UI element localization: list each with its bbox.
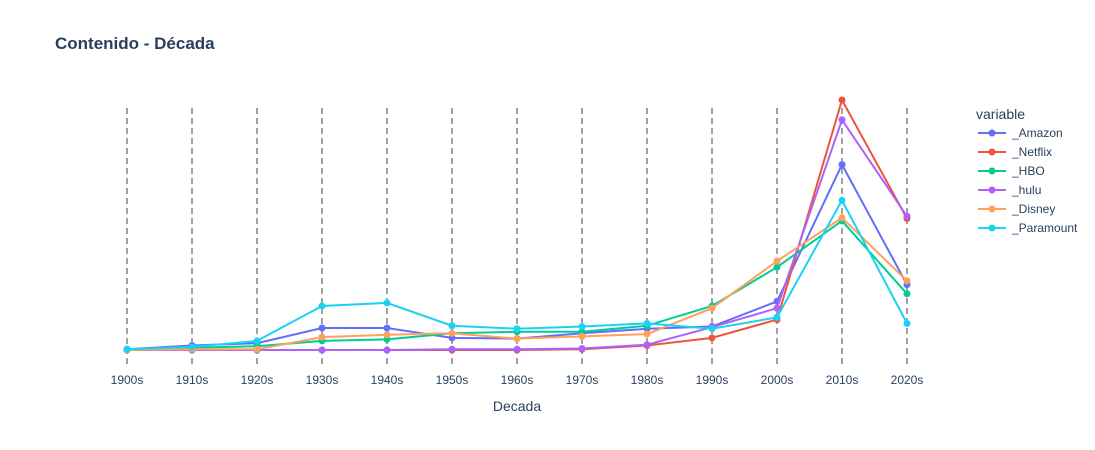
data-point[interactable] xyxy=(773,313,781,321)
legend-swatch-marker xyxy=(988,167,996,175)
data-point[interactable] xyxy=(708,304,716,312)
data-point[interactable] xyxy=(383,331,391,339)
chart-title: Contenido - Década xyxy=(55,34,215,53)
series-disney xyxy=(123,214,911,354)
series-paramount xyxy=(123,196,911,353)
data-point[interactable] xyxy=(383,346,391,354)
legend-item[interactable]: _Paramount xyxy=(978,221,1078,235)
data-point[interactable] xyxy=(578,322,586,330)
legend-item[interactable]: _Netflix xyxy=(978,145,1052,159)
data-point[interactable] xyxy=(448,322,456,330)
series-group xyxy=(123,96,911,354)
legend-label: _hulu xyxy=(1011,183,1041,197)
x-tick-labels: 1900s 1910s 1920s 1930s 1940s 1950s 1960s 1970s… xyxy=(111,373,924,387)
series-hbo xyxy=(123,217,911,353)
data-point[interactable] xyxy=(513,335,521,343)
data-point[interactable] xyxy=(708,325,716,333)
data-point[interactable] xyxy=(253,337,261,345)
series-line xyxy=(127,117,908,351)
x-tick-label: 2020s xyxy=(891,373,924,387)
data-point[interactable] xyxy=(643,319,651,327)
x-tick-label: 1980s xyxy=(631,373,664,387)
legend-swatch-marker xyxy=(988,148,996,156)
legend-label: _Disney xyxy=(1011,202,1055,216)
data-point[interactable] xyxy=(903,212,911,220)
x-tick-label: 1920s xyxy=(241,373,274,387)
legend-label: _HBO xyxy=(1011,164,1045,178)
data-point[interactable] xyxy=(838,96,846,104)
legend-item[interactable]: _HBO xyxy=(978,164,1045,178)
data-point[interactable] xyxy=(123,345,131,353)
data-point[interactable] xyxy=(578,332,586,340)
x-tick-label: 2000s xyxy=(761,373,794,387)
data-point[interactable] xyxy=(838,196,846,204)
data-point[interactable] xyxy=(643,341,651,349)
data-point[interactable] xyxy=(708,334,716,342)
data-point[interactable] xyxy=(448,345,456,353)
x-axis-title: Decada xyxy=(493,398,541,414)
data-point[interactable] xyxy=(773,263,781,271)
legend-item[interactable]: _Disney xyxy=(978,202,1055,216)
data-point[interactable] xyxy=(903,319,911,327)
data-point[interactable] xyxy=(773,304,781,312)
data-point[interactable] xyxy=(188,343,196,351)
x-tick-label: 1940s xyxy=(371,373,404,387)
data-point[interactable] xyxy=(318,346,326,354)
legend-label: _Paramount xyxy=(1011,221,1078,235)
x-tick-label: 1930s xyxy=(306,373,339,387)
legend-swatch-marker xyxy=(988,129,996,137)
x-tick-label: 2010s xyxy=(826,373,859,387)
data-point[interactable] xyxy=(578,345,586,353)
data-point[interactable] xyxy=(318,324,326,332)
data-point[interactable] xyxy=(448,329,456,337)
data-point[interactable] xyxy=(513,325,521,333)
legend-swatch-marker xyxy=(988,186,996,194)
data-point[interactable] xyxy=(773,257,781,265)
data-point[interactable] xyxy=(318,302,326,310)
x-tick-label: 1960s xyxy=(501,373,534,387)
x-tick-label: 1970s xyxy=(566,373,599,387)
data-point[interactable] xyxy=(318,333,326,341)
data-point[interactable] xyxy=(253,345,261,353)
data-point[interactable] xyxy=(838,214,846,222)
x-tick-label: 1910s xyxy=(176,373,209,387)
x-tick-label: 1990s xyxy=(696,373,729,387)
data-point[interactable] xyxy=(838,116,846,124)
data-point[interactable] xyxy=(903,277,911,285)
data-point[interactable] xyxy=(513,345,521,353)
x-tick-label: 1900s xyxy=(111,373,144,387)
data-point[interactable] xyxy=(903,290,911,298)
legend-label: _Amazon xyxy=(1011,126,1063,140)
data-point[interactable] xyxy=(838,161,846,169)
legend-swatch-marker xyxy=(988,205,996,213)
series-netflix xyxy=(123,96,911,354)
legend-item[interactable]: _hulu xyxy=(978,183,1041,197)
legend-title: variable xyxy=(976,106,1025,122)
legend-label: _Netflix xyxy=(1011,145,1052,159)
legend-swatch-marker xyxy=(988,224,996,232)
data-point[interactable] xyxy=(383,324,391,332)
data-point[interactable] xyxy=(643,330,651,338)
legend-item[interactable]: _Amazon xyxy=(978,126,1063,140)
data-point[interactable] xyxy=(383,299,391,307)
legend: variable _Amazon _Netflix _HBO _hulu _Disney… xyxy=(976,106,1078,235)
x-tick-label: 1950s xyxy=(436,373,469,387)
